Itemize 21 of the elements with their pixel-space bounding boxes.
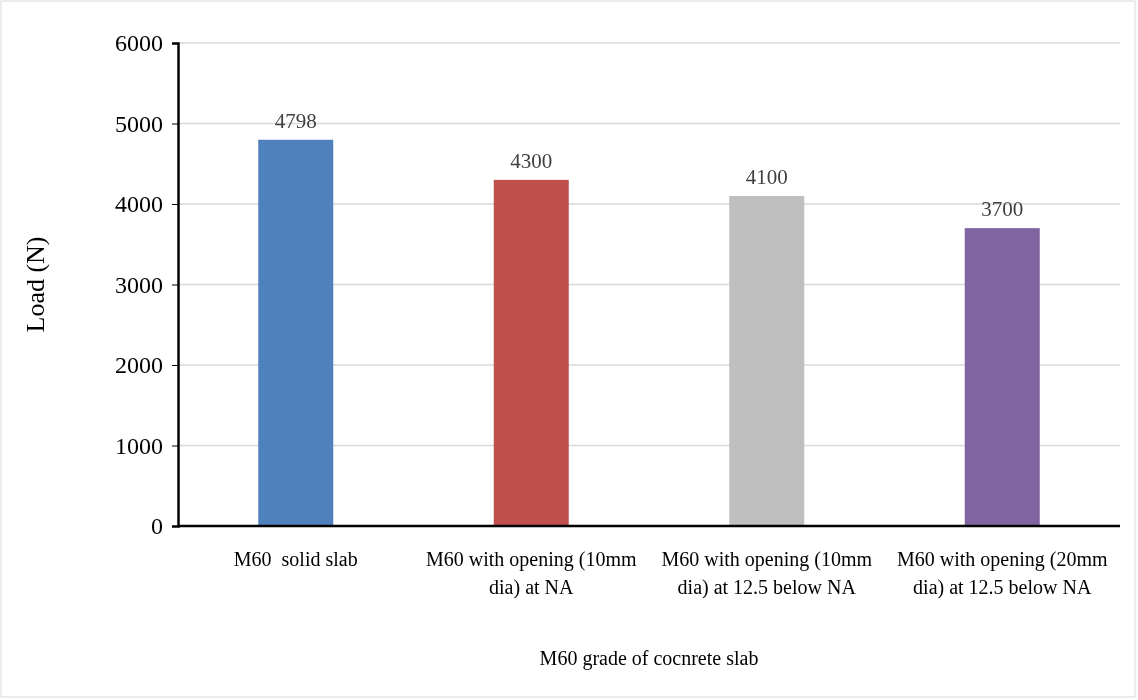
data-label: 4798: [274, 108, 317, 133]
y-tick-label: 2000: [115, 352, 163, 379]
bar: [493, 179, 569, 526]
bar: [258, 139, 334, 526]
y-tick-label: 5000: [115, 110, 163, 137]
y-tick-label: 0: [151, 513, 163, 540]
x-tick-label: M60 with opening (20mm dia) at 12.5 below NA: [896, 548, 1108, 599]
y-tick-label: 3000: [115, 271, 163, 298]
x-axis-title: M60 grade of cocnrete slab: [539, 647, 759, 670]
y-tick-label: 6000: [115, 30, 163, 57]
y-tick-label: 1000: [115, 432, 163, 459]
bar: [729, 195, 805, 526]
x-tick-label: M60 with opening (10mm dia) at 12.5 below NA: [661, 548, 873, 599]
data-label: 4100: [745, 164, 788, 189]
y-tick-label: 4000: [115, 191, 163, 218]
x-tick-label: M60 solid slab: [233, 548, 358, 570]
y-axis-title: Load (N): [21, 236, 50, 333]
data-label: 3700: [981, 197, 1024, 222]
bar: [964, 228, 1040, 526]
data-label: 4300: [510, 148, 553, 173]
x-tick-label: M60 with opening (10mm dia) at NA: [425, 548, 637, 599]
